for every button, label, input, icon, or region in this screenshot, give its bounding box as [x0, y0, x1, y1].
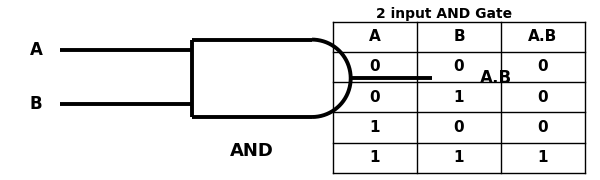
Text: A.B: A.B — [529, 29, 557, 44]
Text: B: B — [29, 95, 43, 113]
Text: 1: 1 — [370, 150, 380, 165]
Text: 0: 0 — [454, 120, 464, 135]
Text: 0: 0 — [454, 59, 464, 75]
Text: 1: 1 — [538, 150, 548, 165]
Text: 1: 1 — [454, 90, 464, 105]
Text: AND: AND — [230, 142, 274, 160]
Text: 0: 0 — [538, 90, 548, 105]
Text: 1: 1 — [370, 120, 380, 135]
Text: 0: 0 — [370, 59, 380, 75]
Text: B: B — [453, 29, 465, 44]
Text: 0: 0 — [538, 120, 548, 135]
Text: 0: 0 — [370, 90, 380, 105]
Text: 1: 1 — [454, 150, 464, 165]
Text: 0: 0 — [538, 59, 548, 75]
Text: A: A — [29, 41, 43, 59]
Text: 2 input AND Gate: 2 input AND Gate — [376, 7, 512, 21]
Text: A.B: A.B — [480, 69, 512, 87]
Text: A: A — [369, 29, 381, 44]
